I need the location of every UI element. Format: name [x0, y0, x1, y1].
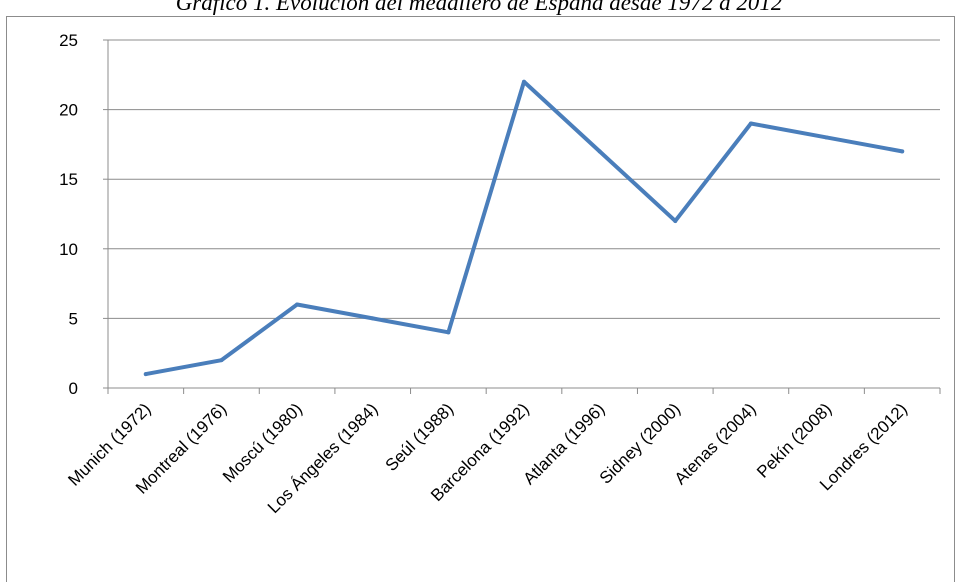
data-point-mosc-1980- — [295, 302, 300, 307]
y-tick-label-25: 25 — [59, 31, 78, 50]
chart-frame — [6, 16, 955, 582]
data-point-barcelona-1992- — [522, 79, 526, 84]
data-point-los-ngeles-1984- — [370, 316, 375, 321]
x-tick-label-4: Seúl (1988) — [382, 399, 458, 475]
data-point-sidney-2000- — [673, 218, 678, 223]
y-tick-label-20: 20 — [59, 101, 78, 120]
series-line-0 — [143, 79, 905, 377]
y-tick-label-0: 0 — [69, 379, 78, 398]
data-point-pek-n-2008- — [824, 135, 829, 140]
data-point-londres-2012- — [900, 149, 905, 154]
y-tick-label-5: 5 — [69, 309, 78, 328]
x-tick-label-6: Atlanta (1996) — [520, 399, 609, 488]
data-point-montreal-1976- — [219, 358, 224, 363]
data-point-munich-1972- — [143, 372, 148, 377]
data-point-atlanta-1996- — [597, 149, 602, 154]
y-tick-label-15: 15 — [59, 170, 78, 189]
x-tick-label-8: Atenas (2004) — [671, 399, 760, 488]
chart-caption: Gráfico 1. Evolución del medallero de Es… — [175, 0, 783, 15]
y-tick-label-10: 10 — [59, 240, 78, 259]
x-tick-label-9: Pekín (2008) — [753, 399, 835, 481]
data-point-atenas-2004- — [748, 121, 753, 126]
data-point-se-l-1988- — [446, 330, 451, 335]
